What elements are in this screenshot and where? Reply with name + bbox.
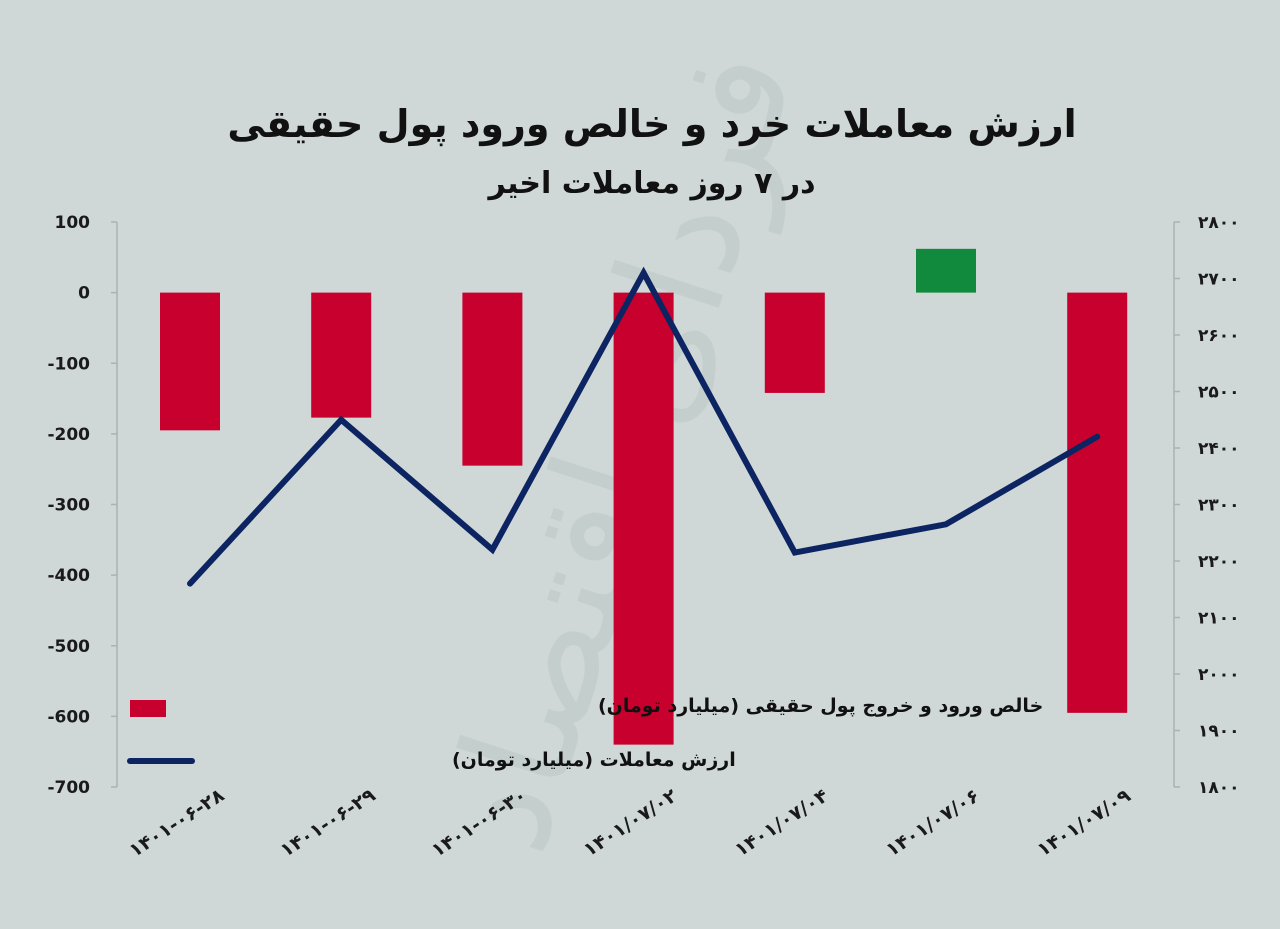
bar <box>462 292 523 466</box>
line-point <box>945 523 947 526</box>
left-tick-label: -400 <box>47 566 90 586</box>
legend-line-label: ارزش معاملات (میلیارد تومان) <box>452 749 736 771</box>
right-tick-label: ۲۸۰۰ <box>1198 213 1240 233</box>
legend-bar-swatch <box>130 700 166 717</box>
x-tick-label: ۱۴۰۱-۰۶-۲۹ <box>276 784 379 862</box>
line-point <box>642 271 645 274</box>
bar <box>160 292 220 431</box>
right-tick-label: ۲۴۰۰ <box>1198 439 1240 459</box>
line-point <box>1096 435 1099 438</box>
line-point <box>491 548 494 551</box>
line-point <box>340 418 343 421</box>
right-tick-label: ۲۷۰۰ <box>1198 270 1240 290</box>
x-tick-label: ۱۴۰۱-۰۶-۲۸ <box>125 784 228 862</box>
line-point <box>189 582 191 585</box>
right-tick-label: ۱۹۰۰ <box>1198 722 1240 742</box>
axes-layer <box>111 221 1180 788</box>
right-tick-label: ۲۵۰۰ <box>1198 383 1240 403</box>
right-tick-label: ۲۶۰۰ <box>1198 326 1240 346</box>
line-point <box>793 551 796 554</box>
legend-bar-label: خالص ورود و خروج پول حقیقی (میلیارد توما… <box>598 695 1043 717</box>
x-tick-label: ۱۴۰۱/۰۷/۰۶ <box>882 785 983 862</box>
bar <box>311 292 372 418</box>
left-tick-label: -700 <box>47 778 90 798</box>
legend-layer: خالص ورود و خروج پول حقیقی (میلیارد توما… <box>127 695 1043 771</box>
left-tick-label: -500 <box>47 637 90 657</box>
line-layer <box>187 266 1101 587</box>
bar <box>613 292 674 745</box>
left-tick-label: -300 <box>47 496 90 516</box>
bar <box>764 292 825 393</box>
left-tick-label: -200 <box>47 425 90 445</box>
left-tick-label: -100 <box>47 354 90 374</box>
right-tick-label: ۲۳۰۰ <box>1198 496 1240 516</box>
chart-subtitle: در ۷ روز معاملات اخیر <box>486 166 815 201</box>
left-tick-label: 100 <box>55 213 91 233</box>
right-tick-label: ۲۰۰۰ <box>1198 665 1240 685</box>
bar <box>1067 292 1128 713</box>
right-tick-label: ۱۸۰۰ <box>1198 778 1240 798</box>
x-tick-label: ۱۴۰۱/۰۷/۰۹ <box>1033 784 1135 861</box>
left-tick-label: 0 <box>78 284 90 304</box>
right-tick-label: ۲۲۰۰ <box>1198 552 1240 572</box>
bars-layer <box>160 248 1128 745</box>
x-tick-label: ۱۴۰۱/۰۷/۰۴ <box>731 785 832 862</box>
left-tick-label: -600 <box>47 707 90 727</box>
bar <box>916 248 976 293</box>
chart-title: ارزش معاملات خرد و خالص ورود پول حقیقی <box>227 102 1076 147</box>
right-tick-label: ۲۱۰۰ <box>1198 609 1240 629</box>
